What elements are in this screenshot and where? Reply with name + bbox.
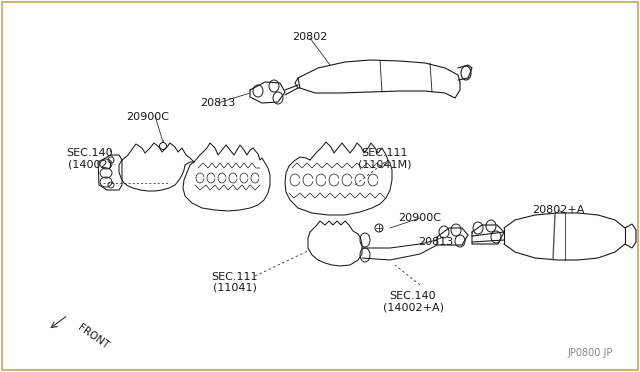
Text: 20900C: 20900C [399,213,442,223]
Text: JP0800 JP: JP0800 JP [567,348,612,358]
Text: SEC.111: SEC.111 [212,272,259,282]
Text: (11041): (11041) [213,283,257,293]
Text: (11041M): (11041M) [358,159,412,169]
Text: 20802+A: 20802+A [532,205,584,215]
Text: 20802: 20802 [292,32,328,42]
Text: FRONT: FRONT [76,322,111,350]
Text: (14002): (14002) [68,159,112,169]
Text: SEC.111: SEC.111 [362,148,408,158]
Text: SEC.140: SEC.140 [67,148,113,158]
Text: 20813: 20813 [200,98,236,108]
Text: (14002+A): (14002+A) [383,302,444,312]
Text: SEC.140: SEC.140 [390,291,436,301]
Text: 20813: 20813 [419,237,454,247]
Text: 20900C: 20900C [127,112,170,122]
